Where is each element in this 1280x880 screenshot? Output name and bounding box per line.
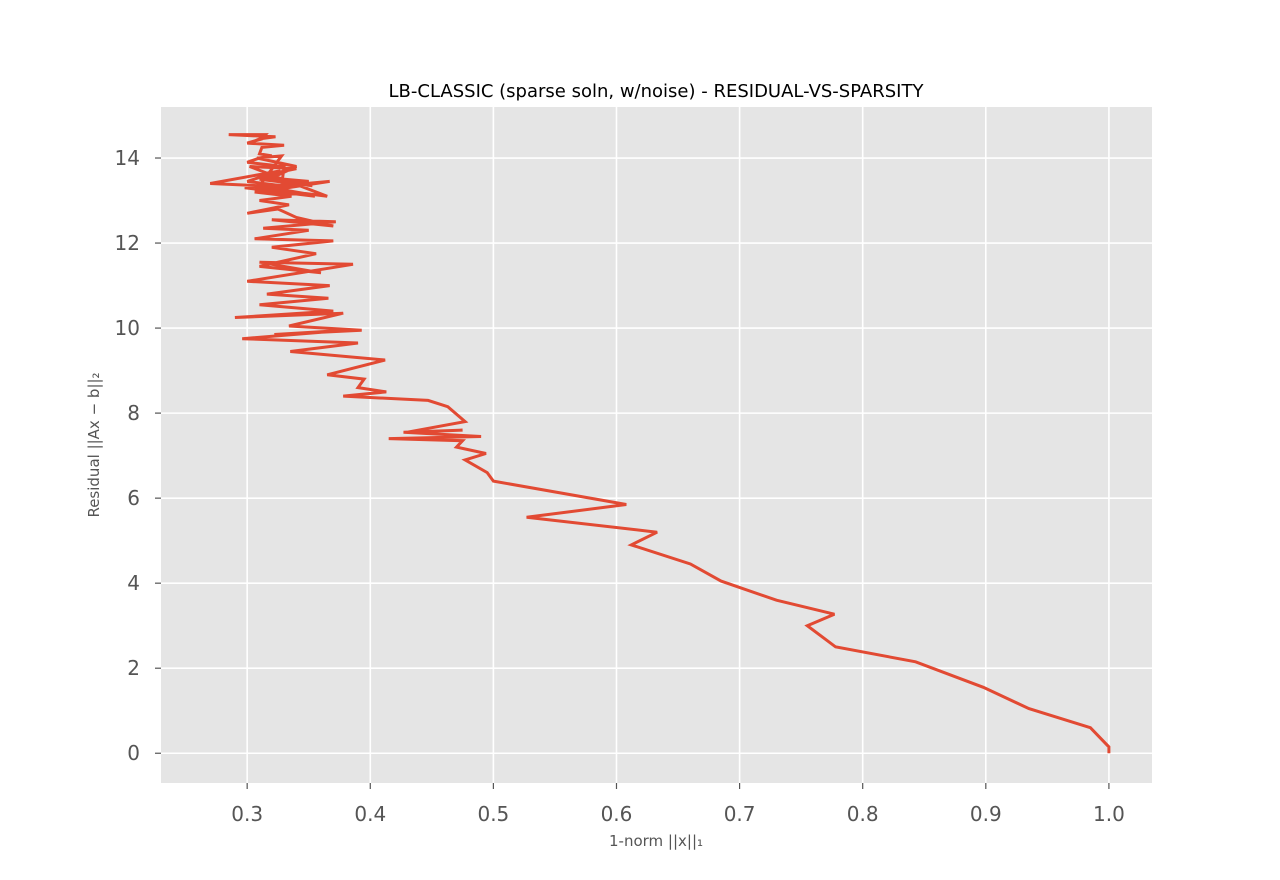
x-tick-label: 0.4	[354, 802, 386, 826]
y-tick-label: 6	[127, 486, 140, 510]
y-tick-label: 8	[127, 401, 140, 425]
x-tick-label: 0.8	[847, 802, 879, 826]
x-tick-label: 0.6	[601, 802, 633, 826]
x-tick-label: 0.7	[724, 802, 756, 826]
x-tick-label: 0.9	[970, 802, 1002, 826]
grid-lines	[161, 107, 1152, 783]
y-tick-label: 14	[115, 146, 140, 170]
axis-ticks: 0.3 0.4 0.5 0.6 0.7 0.8 0.9 1.0 0 2 4 6 8 10 12 14	[115, 146, 1125, 826]
y-tick-label: 4	[127, 571, 140, 595]
x-tick-label: 0.3	[231, 802, 263, 826]
x-tick-label: 1.0	[1093, 802, 1125, 826]
x-tick-label: 0.5	[477, 802, 509, 826]
chart-title: LB-CLASSIC (sparse soln, w/noise) - RESI…	[389, 81, 925, 102]
y-tick-label: 10	[115, 316, 140, 340]
series-layer	[209, 133, 1111, 754]
y-tick-label: 12	[115, 231, 140, 255]
x-axis-label: 1-norm ||x||₁	[609, 832, 703, 850]
y-axis-label: Residual ||Ax − b||₂	[85, 372, 103, 517]
y-tick-label: 2	[127, 656, 140, 680]
residual-series-line	[209, 133, 1111, 754]
plot-area	[161, 107, 1152, 783]
y-tick-label: 0	[127, 741, 140, 765]
